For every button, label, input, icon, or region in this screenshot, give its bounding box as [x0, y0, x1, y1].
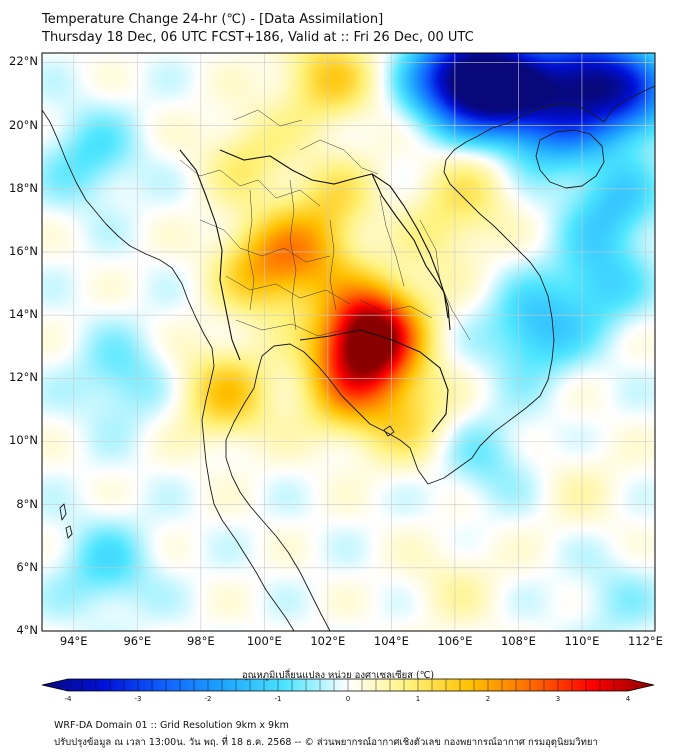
map-subtitle: Thursday 18 Dec, 06 UTC FCST+186, Valid …	[42, 30, 474, 45]
lon-label: 108°E	[500, 634, 536, 648]
colorbar-tick-label: 4	[625, 695, 631, 703]
province-borders	[179, 109, 471, 341]
coastline-myanmar	[42, 109, 215, 505]
footer-credit: ปรับปรุงข้อมูล ณ เวลา 13:00น. วัน พฤ. ที…	[54, 737, 598, 748]
lon-label: 112°E	[627, 634, 663, 648]
colorbar-tick-label: 3	[555, 695, 561, 703]
colorbar-ticks	[81, 679, 615, 691]
coastline-andaman	[59, 503, 67, 521]
colorbar-tick-label: 2	[485, 695, 491, 703]
lat-label: 16°N	[9, 243, 38, 258]
coastline-andaman-2	[65, 525, 73, 539]
lat-label: 8°N	[16, 496, 38, 511]
lat-label: 22°N	[9, 54, 38, 69]
coastline-peninsula-east	[225, 343, 411, 631]
lat-label: 20°N	[9, 117, 38, 132]
coastline-mekong	[409, 85, 655, 485]
lat-label: 4°N	[16, 623, 38, 637]
colorbar-tick-label: -1	[274, 695, 282, 703]
graticule	[42, 53, 655, 631]
lat-label: 6°N	[16, 559, 38, 574]
lat-label: 14°N	[9, 307, 38, 322]
coastline-peninsula-west	[213, 503, 295, 631]
colorbar	[41, 678, 655, 692]
lon-label: 94°E	[59, 634, 88, 648]
lon-label: 98°E	[186, 634, 215, 648]
coastlines	[42, 85, 655, 631]
temperature-field-raster	[42, 53, 655, 631]
colorbar-tick-label: 0	[345, 695, 351, 703]
lat-label: 12°N	[9, 370, 38, 385]
lon-label: 104°E	[373, 634, 409, 648]
coastline-island	[383, 425, 395, 437]
footer-model-info: WRF-DA Domain 01 :: Grid Resolution 9km …	[54, 720, 289, 731]
lat-label: 18°N	[9, 180, 38, 195]
country-borders	[179, 149, 451, 433]
lon-label: 100°E	[246, 634, 282, 648]
colorbar-tick-label: -4	[64, 695, 72, 703]
coastline-hainan	[535, 129, 605, 189]
lon-label: 110°E	[564, 634, 600, 648]
lon-label: 102°E	[310, 634, 346, 648]
map-plot-area	[42, 53, 655, 631]
colorbar-tick-label: -2	[204, 695, 212, 703]
map-title: Temperature Change 24-hr (℃) - [Data Ass…	[42, 12, 384, 27]
colorbar-tick-label: 1	[415, 695, 421, 703]
colorbar-tick-label: -3	[134, 695, 142, 703]
lat-label: 10°N	[9, 433, 38, 448]
colorbar-title: อุณหภูมิเปลี่ยนแปลง หน่วย องศาเซลเซียส (…	[241, 670, 435, 681]
lon-label: 106°E	[437, 634, 473, 648]
lon-label: 96°E	[123, 634, 152, 648]
map-frame	[41, 52, 656, 632]
